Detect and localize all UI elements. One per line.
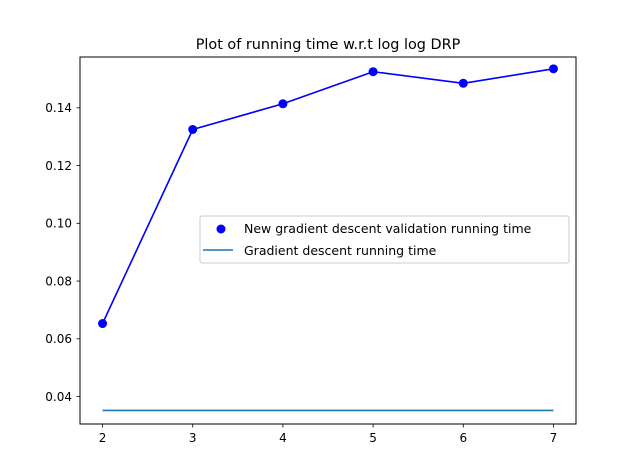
y-tick-label: 0.12 (45, 159, 72, 173)
y-tick-label: 0.04 (45, 390, 72, 404)
x-tick-label: 5 (369, 431, 377, 445)
series-layer (98, 64, 558, 412)
x-tick-label: 6 (459, 431, 467, 445)
y-tick-label: 0.06 (45, 332, 72, 346)
x-tick-label: 7 (550, 431, 558, 445)
x-tick-label: 3 (189, 431, 197, 445)
y-tick-label: 0.08 (45, 274, 72, 288)
series-1-point (548, 64, 558, 74)
legend-marker-series-1 (216, 224, 226, 234)
legend-box (199, 215, 570, 264)
x-axis: 2 3 4 5 6 7 (99, 424, 558, 445)
series-1-line (101, 68, 554, 324)
series-1-point (368, 67, 378, 77)
legend: New gradient descent validation running … (199, 215, 570, 264)
chart-title: Plot of running time w.r.t log log DRP (196, 37, 461, 53)
x-tick-label: 4 (279, 431, 287, 445)
series-1-point (458, 78, 468, 88)
y-tick-label: 0.14 (45, 101, 72, 115)
series-1-point (278, 99, 288, 109)
legend-label-series-1: New gradient descent validation running … (244, 221, 532, 236)
plot-area-frame (79, 56, 577, 425)
x-tick-label: 2 (99, 431, 107, 445)
y-tick-label: 0.10 (45, 217, 72, 231)
legend-label-series-2: Gradient descent running time (244, 243, 437, 258)
series-1-point (98, 319, 108, 329)
series-1-point (188, 124, 198, 134)
y-axis: 0.04 0.06 0.08 0.10 0.12 0.14 (45, 101, 80, 404)
